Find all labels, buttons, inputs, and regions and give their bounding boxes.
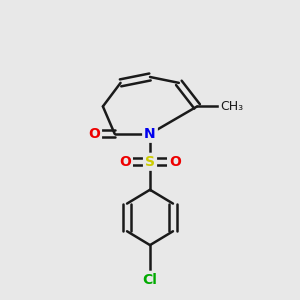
Text: N: N [144,127,156,141]
Text: S: S [145,155,155,169]
Text: O: O [169,155,181,169]
Text: CH₃: CH₃ [221,100,244,113]
Text: O: O [88,127,100,141]
Text: Cl: Cl [142,273,158,287]
Text: O: O [119,155,131,169]
